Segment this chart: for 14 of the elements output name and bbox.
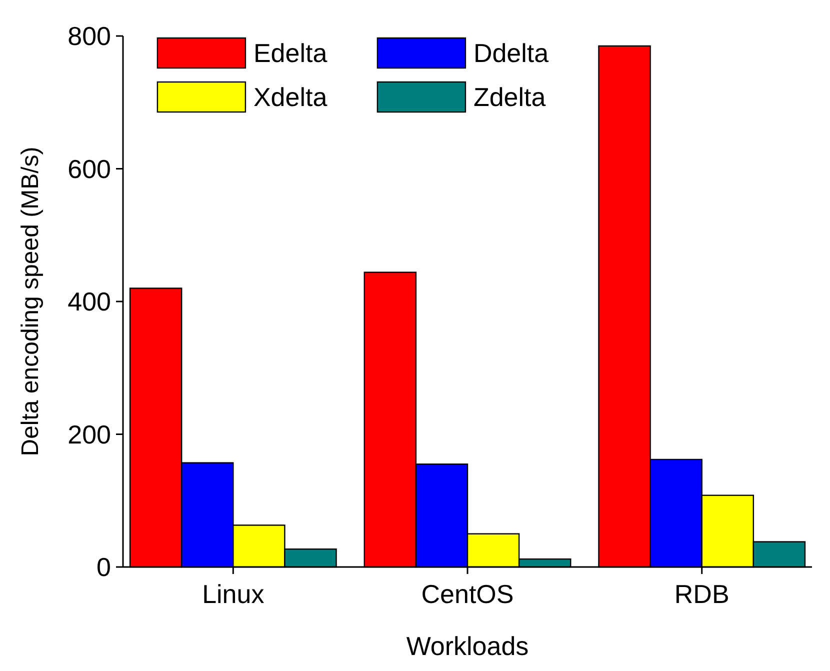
y-tick-label: 0 — [96, 552, 111, 582]
x-tick-label: CentOS — [421, 579, 514, 609]
x-axis-title: Workloads — [406, 631, 529, 661]
y-tick-label: 400 — [68, 286, 111, 317]
legend-label: Zdelta — [473, 82, 546, 112]
y-axis-title: Delta encoding speed (MB/s) — [17, 146, 44, 456]
y-tick-label: 200 — [68, 419, 111, 450]
y-tick-label: 600 — [68, 154, 111, 184]
legend-label: Edelta — [253, 38, 328, 68]
legend-label: Xdelta — [253, 82, 328, 112]
legend-label: Ddelta — [473, 38, 550, 68]
x-tick-label: RDB — [674, 579, 730, 609]
x-tick-label: Linux — [202, 579, 264, 609]
y-tick-label: 800 — [68, 21, 111, 52]
